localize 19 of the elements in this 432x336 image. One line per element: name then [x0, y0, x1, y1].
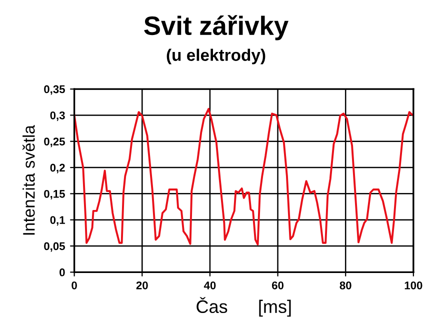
x-tick-label: 80: [340, 281, 352, 290]
x-tick-label: 20: [136, 281, 148, 290]
x-tick-label: 0: [72, 281, 77, 290]
y-tick-label: 0,3: [50, 111, 65, 121]
y-tick-label: 0,05: [44, 242, 65, 252]
x-tick-label: 60: [272, 281, 284, 290]
chart-subtitle: (u elektrody): [166, 48, 266, 64]
y-tick-label: 0: [60, 268, 65, 276]
x-axis-title: Čas [ms]: [196, 297, 291, 317]
y-tick-label: 0,35: [44, 85, 65, 95]
y-tick-label: 0,2: [50, 164, 65, 174]
x-tick-label: 100: [404, 281, 422, 290]
chart-title: Svit zářivky: [144, 15, 288, 40]
y-tick-label: 0,1: [50, 216, 65, 226]
x-tick-label: 40: [204, 281, 216, 290]
y-axis-title: Intenzita světla: [22, 125, 35, 235]
y-tick-label: 0,15: [44, 190, 65, 200]
y-tick-label: 0,25: [44, 138, 65, 148]
line-series: [74, 108, 414, 246]
